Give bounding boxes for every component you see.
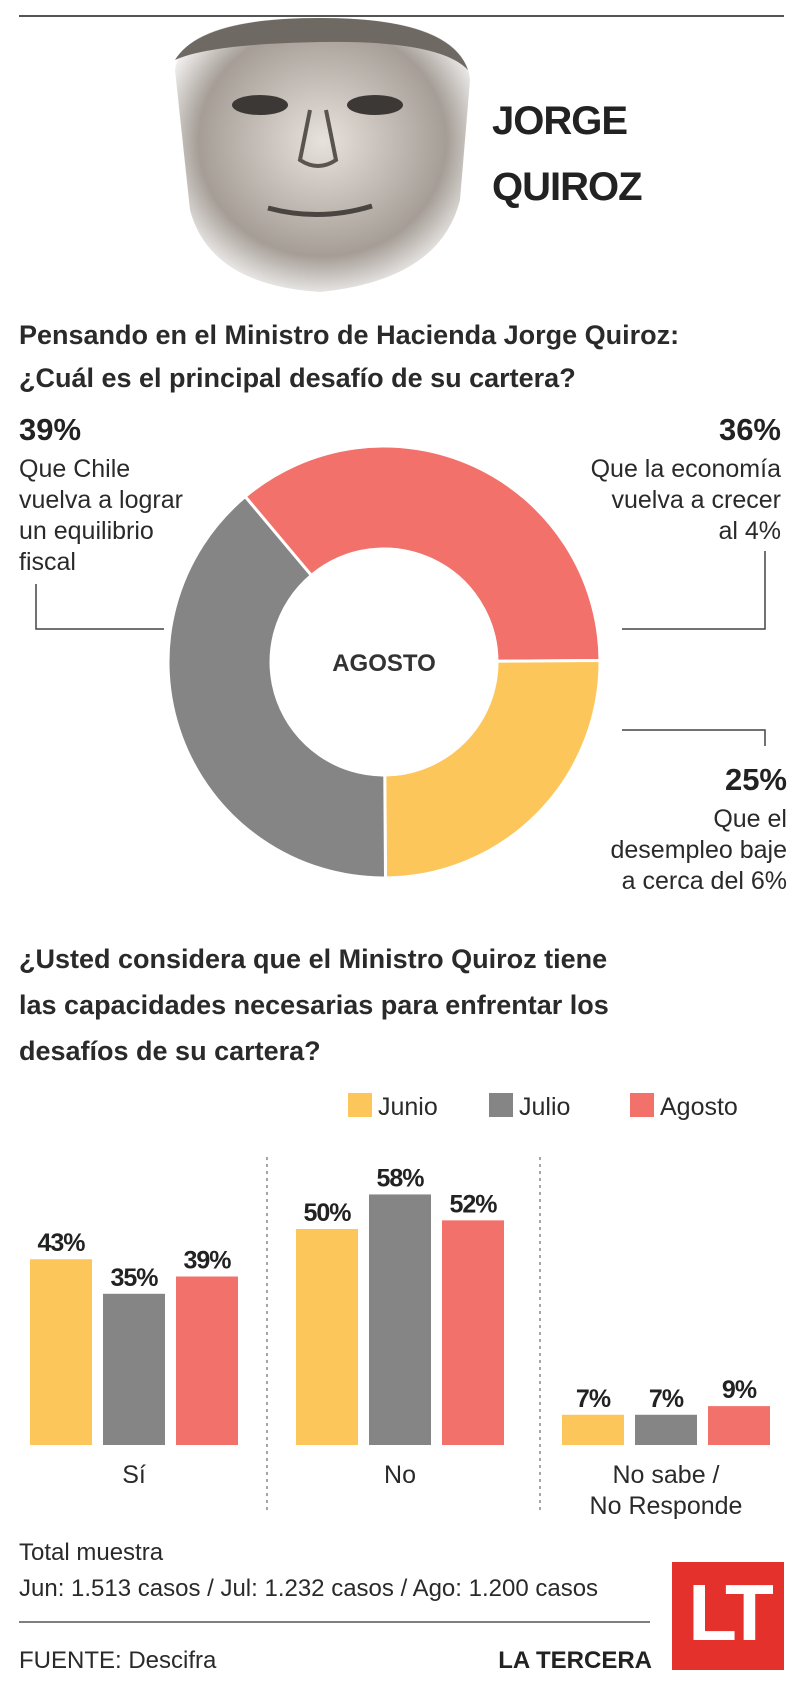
portrait xyxy=(175,18,470,292)
donut-slice xyxy=(383,658,602,880)
donut-slice xyxy=(166,494,388,880)
slice-percent: 39% xyxy=(19,412,81,447)
brand: LA TERCERA xyxy=(498,1647,652,1674)
legend-label: Julio xyxy=(519,1093,570,1121)
sample-title: Total muestra xyxy=(19,1539,164,1566)
value-label: 39% xyxy=(183,1247,231,1275)
sample-note: Jun: 1.513 casos / Jul: 1.232 casos / Ag… xyxy=(19,1575,598,1602)
bar xyxy=(369,1194,431,1445)
category-label: Sí xyxy=(122,1461,146,1489)
category-label: No Responde xyxy=(590,1492,743,1520)
legend-label: Agosto xyxy=(660,1093,738,1121)
leader-line xyxy=(35,584,164,630)
value-label: 43% xyxy=(37,1229,85,1257)
value-label: 7% xyxy=(649,1385,684,1413)
bar xyxy=(103,1293,165,1445)
donut-slice xyxy=(243,444,602,663)
slice-label: Que la economía xyxy=(591,455,781,483)
leader-line xyxy=(622,551,766,630)
slice-label: fiscal xyxy=(19,548,76,576)
bar xyxy=(296,1229,358,1445)
logo: LT xyxy=(688,1568,774,1657)
slice-percent: 25% xyxy=(725,762,787,797)
value-label: 7% xyxy=(576,1385,611,1413)
bar xyxy=(562,1414,624,1445)
chart-title: ¿Usted considera que el Ministro Quiroz … xyxy=(19,944,607,974)
value-label: 58% xyxy=(376,1164,424,1192)
source: FUENTE: Descifra xyxy=(19,1647,217,1674)
person-name: QUIROZ xyxy=(492,165,642,209)
logo-box xyxy=(672,1562,784,1670)
value-label: 9% xyxy=(722,1376,757,1404)
slice-label: vuelva a lograr xyxy=(19,486,183,514)
chart-title: ¿Cuál es el principal desafío de su cart… xyxy=(19,363,576,393)
bar xyxy=(176,1276,238,1445)
bar xyxy=(442,1220,504,1445)
person-name: JORGE xyxy=(492,99,627,143)
value-label: 35% xyxy=(110,1264,158,1292)
chart-title: desafíos de su cartera? xyxy=(19,1036,321,1066)
category-label: No sabe / xyxy=(612,1461,719,1489)
bar xyxy=(635,1414,697,1445)
value-label: 52% xyxy=(449,1190,497,1218)
slice-label: Que Chile xyxy=(19,455,130,483)
legend-label: Junio xyxy=(378,1093,438,1121)
value-label: 50% xyxy=(303,1199,351,1227)
bar xyxy=(30,1259,92,1445)
slice-label: Que el xyxy=(713,805,787,833)
center-label: AGOSTO xyxy=(332,650,436,677)
legend-swatch xyxy=(348,1093,372,1117)
bar xyxy=(708,1406,770,1445)
slice-label: vuelva a crecer xyxy=(611,486,781,514)
slice-percent: 36% xyxy=(719,412,781,447)
slice-label: desempleo baje xyxy=(610,836,787,864)
legend-swatch xyxy=(489,1093,513,1117)
legend-swatch xyxy=(630,1093,654,1117)
footer: Total muestra Jun: 1.513 casos / Jul: 1.… xyxy=(19,1539,784,1674)
slice-label: un equilibrio xyxy=(19,517,154,545)
slice-label: a cerca del 6% xyxy=(622,867,787,895)
leader-line xyxy=(622,729,766,746)
chart-title: las capacidades necesarias para enfrenta… xyxy=(19,990,609,1020)
category-label: No xyxy=(384,1461,416,1489)
slice-label: al 4% xyxy=(718,517,781,545)
chart-title: Pensando en el Ministro de Hacienda Jorg… xyxy=(19,320,679,350)
